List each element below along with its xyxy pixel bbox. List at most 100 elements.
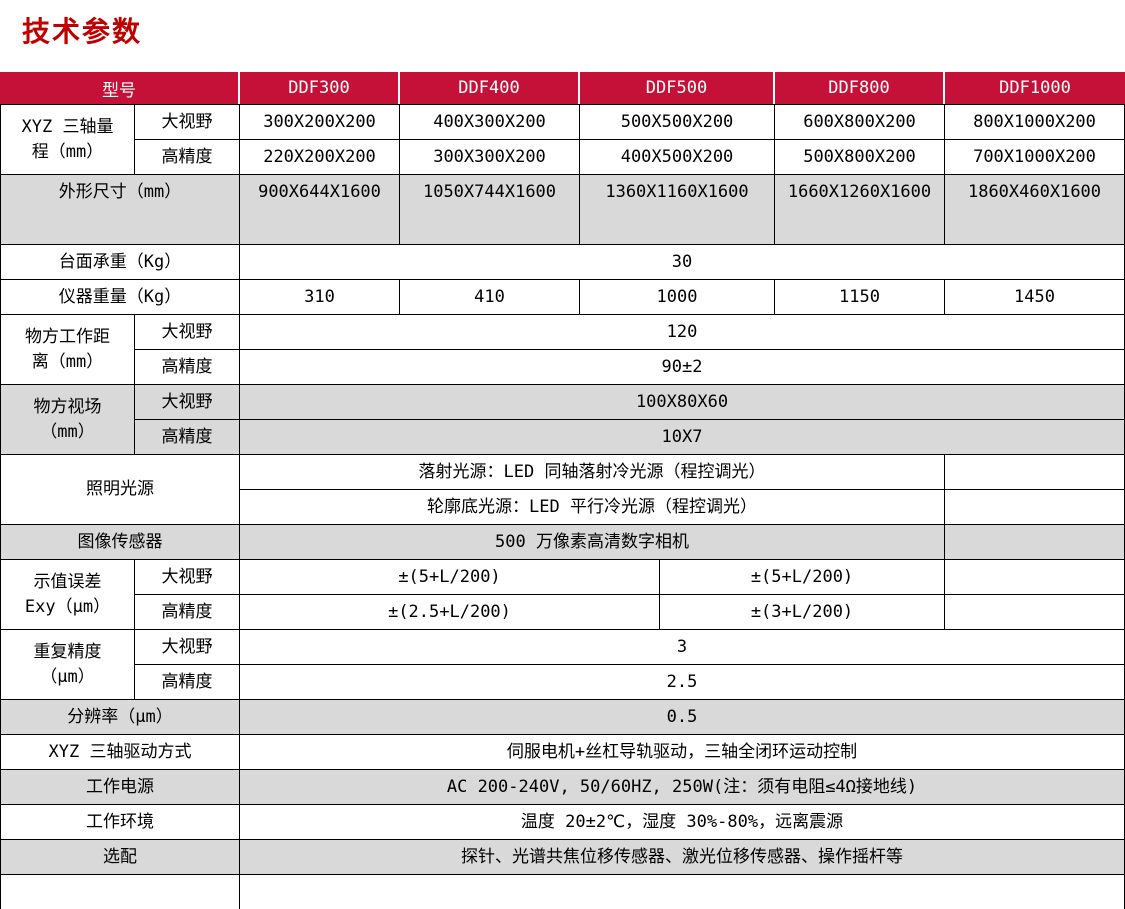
table-row: 500 万像素高清数字相机 [240,525,1125,560]
table-row: 大视野 ±(5+L/200) ±(5+L/200) [135,560,1125,595]
value-cell: 500X800X200 [775,140,945,175]
table-header-row: 型号 DDF300 DDF400 DDF500 DDF800 DDF1000 [0,72,1125,105]
row-label: 台面承重（Kg） [0,245,240,280]
page-title: 技术参数 [22,15,143,48]
row-sublabel: 大视野 [135,105,240,140]
row-label: 工作电源 [0,770,240,805]
value-cell: 落射光源：LED 同轴落射冷光源（程控调光） [240,455,945,490]
row-label: 分辨率（μm） [0,700,240,735]
column-header: DDF800 [775,72,945,104]
table-row: 大视野 3 [135,630,1125,665]
value-cell: 0.5 [240,700,1125,735]
row-label: 照明光源 [0,455,240,525]
value-cell: 600X800X200 [775,105,945,140]
row-label: 图像传感器 [0,525,240,560]
value-cell: 1860X460X1600 [945,175,1125,245]
value-cell: 700X1000X200 [945,140,1125,175]
table-row: 落射光源：LED 同轴落射冷光源（程控调光） [240,455,1125,490]
value-cell: 1360X1160X1600 [580,175,775,245]
table-row [240,875,1125,909]
value-cell [945,455,1125,490]
table-row: 大视野 120 [135,315,1125,350]
row-sublabel: 大视野 [135,385,240,420]
row-sublabel: 高精度 [135,420,240,455]
value-cell [945,525,1125,560]
spec-table: 型号 DDF300 DDF400 DDF500 DDF800 DDF1000 XYZ 三轴… [0,72,1125,909]
value-cell: 2.5 [240,665,1125,700]
row-sublabel: 大视野 [135,315,240,350]
column-header: DDF400 [400,72,580,104]
column-header: 型号 [0,72,240,104]
table-row: 伺服电机+丝杠导轨驱动，三轴全闭环运动控制 [240,735,1125,770]
row-label: XYZ 三轴驱动方式 [0,735,240,770]
value-cell: 220X200X200 [240,140,400,175]
table-row: 探针、光谱共焦位移传感器、激光位移传感器、操作摇杆等 [240,840,1125,875]
value-cell: 310 [240,280,400,315]
table-row: 温度 20±2℃，湿度 30%-80%，远离震源 [240,805,1125,840]
value-cell: 10X7 [240,420,1125,455]
value-cell: 300X300X200 [400,140,580,175]
value-cell: 1450 [945,280,1125,315]
value-cell: 1150 [775,280,945,315]
value-cell: 300X200X200 [240,105,400,140]
value-cell [945,490,1125,525]
row-label: 仪器重量（Kg） [0,280,240,315]
value-cell: AC 200-240V, 50/60HZ, 250W(注：须有电阻≤4Ω接地线) [240,770,1125,805]
value-cell: 1050X744X1600 [400,175,580,245]
value-cell: 800X1000X200 [945,105,1125,140]
value-cell: 400X500X200 [580,140,775,175]
column-header: DDF500 [580,72,775,104]
table-row: 高精度 90±2 [135,350,1125,385]
table-row: 高精度 10X7 [135,420,1125,455]
table-row: 高精度 220X200X200 300X300X200 400X500X200 500X… [135,140,1125,175]
value-cell: 900X644X1600 [240,175,400,245]
row-sublabel: 高精度 [135,350,240,385]
value-cell [945,595,1125,630]
column-header: DDF1000 [999,78,1071,98]
value-cell: ±(5+L/200) [660,560,945,595]
value-cell: 温度 20±2℃，湿度 30%-80%，远离震源 [240,805,1125,840]
row-label: 重复精度 （μm） [0,630,135,700]
row-label: 示值误差 Exy（μm） [0,560,135,630]
value-cell: 120 [240,315,1125,350]
table-body: XYZ 三轴量 程（mm） 大视野 300X200X200 400X300X200 50… [0,105,1125,909]
row-label: 选配 [0,840,240,875]
value-cell: 探针、光谱共焦位移传感器、激光位移传感器、操作摇杆等 [240,840,1125,875]
row-label: 物方视场 （mm） [0,385,135,455]
value-cell: 400X300X200 [400,105,580,140]
value-cell: 100X80X60 [240,385,1125,420]
value-cell: 1000 [580,280,775,315]
row-sublabel: 大视野 [135,560,240,595]
table-row: AC 200-240V, 50/60HZ, 250W(注：须有电阻≤4Ω接地线) [240,770,1125,805]
value-cell [240,875,1125,909]
row-sublabel: 高精度 [135,140,240,175]
row-label [0,875,240,909]
value-cell: 轮廓底光源：LED 平行冷光源（程控调光） [240,490,945,525]
value-cell: 30 [240,245,1125,280]
table-row: 0.5 [240,700,1125,735]
column-header: DDF300 [240,72,400,104]
value-cell [945,560,1125,595]
row-label: 外形尺寸（mm） [0,175,240,245]
table-row: 310 410 1000 1150 1450 [240,280,1125,315]
row-sublabel: 大视野 [135,630,240,665]
table-row: 900X644X1600 1050X744X1600 1360X1160X1600 1… [240,175,1125,245]
value-cell: 1660X1260X1600 [775,175,945,245]
table-row: 轮廓底光源：LED 平行冷光源（程控调光） [240,490,1125,525]
value-cell: ±(2.5+L/200) [240,595,660,630]
row-sublabel: 高精度 [135,665,240,700]
table-row: 高精度 2.5 [135,665,1125,700]
table-row: 30 [240,245,1125,280]
row-sublabel: 高精度 [135,595,240,630]
table-row: 高精度 ±(2.5+L/200) ±(3+L/200) [135,595,1125,630]
row-label: XYZ 三轴量 程（mm） [0,105,135,175]
value-cell: 500 万像素高清数字相机 [240,525,945,560]
row-label: 工作环境 [0,805,240,840]
row-label: 物方工作距 离（mm） [0,315,135,385]
table-row: 大视野 300X200X200 400X300X200 500X500X200 600X… [135,105,1125,140]
table-row: 大视野 100X80X60 [135,385,1125,420]
value-cell: 90±2 [240,350,1125,385]
value-cell: ±(5+L/200) [240,560,660,595]
value-cell: 伺服电机+丝杠导轨驱动，三轴全闭环运动控制 [240,735,1125,770]
